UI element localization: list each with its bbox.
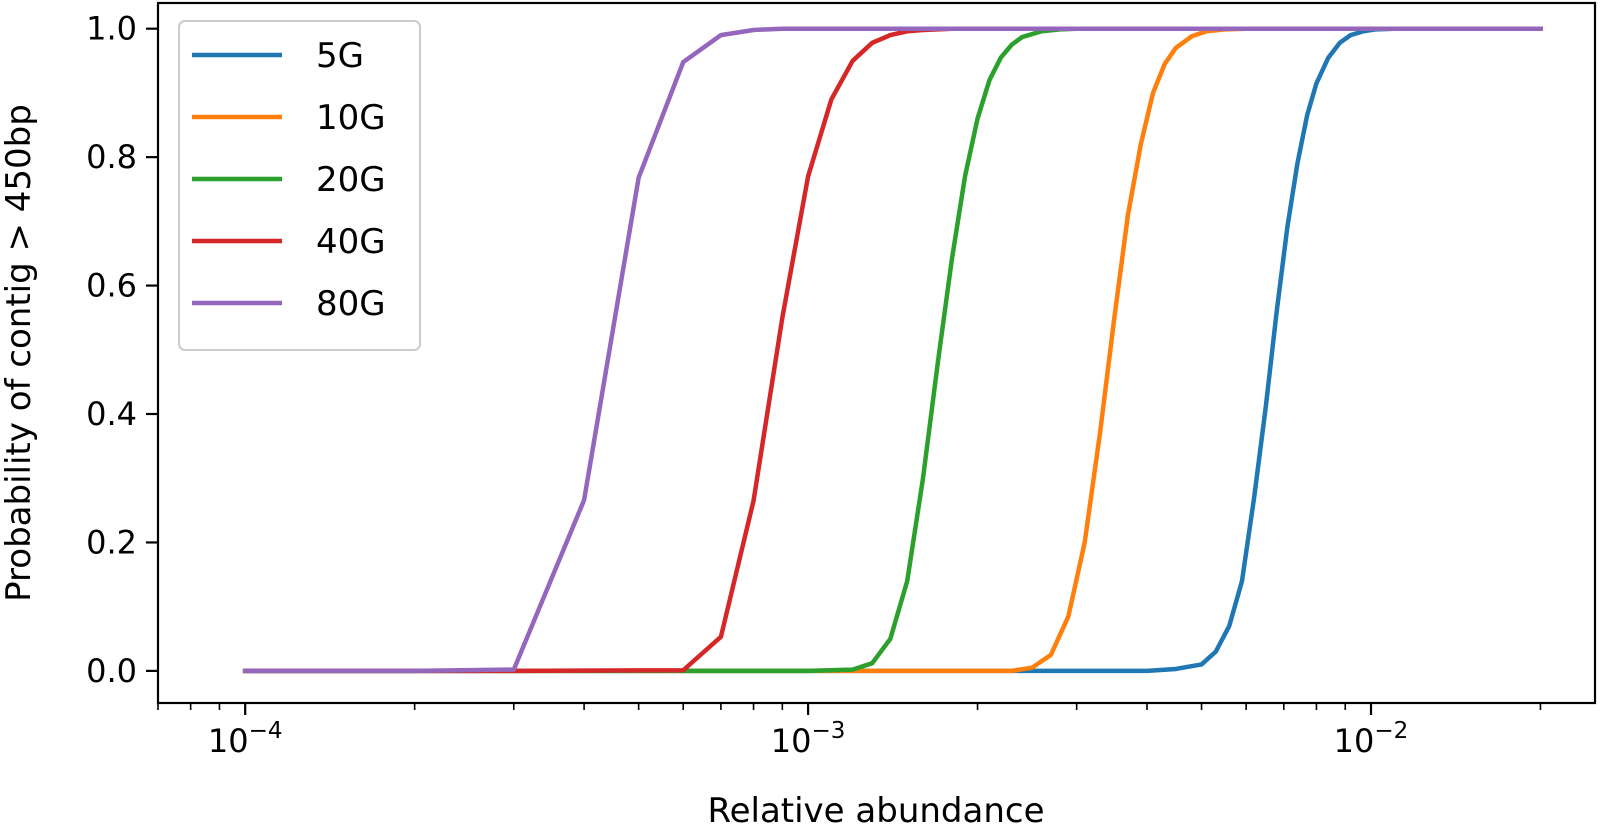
- series-layer: [242, 26, 1543, 674]
- legend-label-10g: 10G: [316, 98, 386, 138]
- legend-label-40g: 40G: [316, 222, 386, 262]
- legend-label-20g: 20G: [316, 160, 386, 200]
- plot-frame: [156, 1, 1597, 705]
- y-tick-label: 0.4: [86, 395, 137, 433]
- legend: 5G 10G 20G 40G 80G: [178, 20, 421, 351]
- y-tick-label: 0.6: [86, 267, 137, 305]
- y-axis-ticks: 0.0 0.2 0.4 0.6 0.8 1.0: [86, 10, 158, 690]
- y-tick-label: 0.8: [86, 138, 137, 176]
- series-line-80g: [242, 26, 1543, 674]
- x-tick-label: 10−2: [1334, 718, 1409, 760]
- y-axis-label: Probability of contig > 450bp: [0, 104, 39, 602]
- x-tick-label: 10−4: [208, 718, 283, 760]
- x-axis-label: Relative abundance: [707, 791, 1044, 826]
- legend-box: [178, 20, 421, 351]
- y-tick-label: 0.0: [86, 652, 137, 690]
- legend-label-5g: 5G: [316, 36, 364, 76]
- y-tick-label: 0.2: [86, 523, 137, 561]
- legend-label-80g: 80G: [316, 284, 386, 324]
- x-tick-label: 10−3: [771, 718, 846, 760]
- y-tick-label: 1.0: [86, 10, 137, 48]
- x-axis-ticks: 10−4 10−3 10−2: [157, 703, 1542, 760]
